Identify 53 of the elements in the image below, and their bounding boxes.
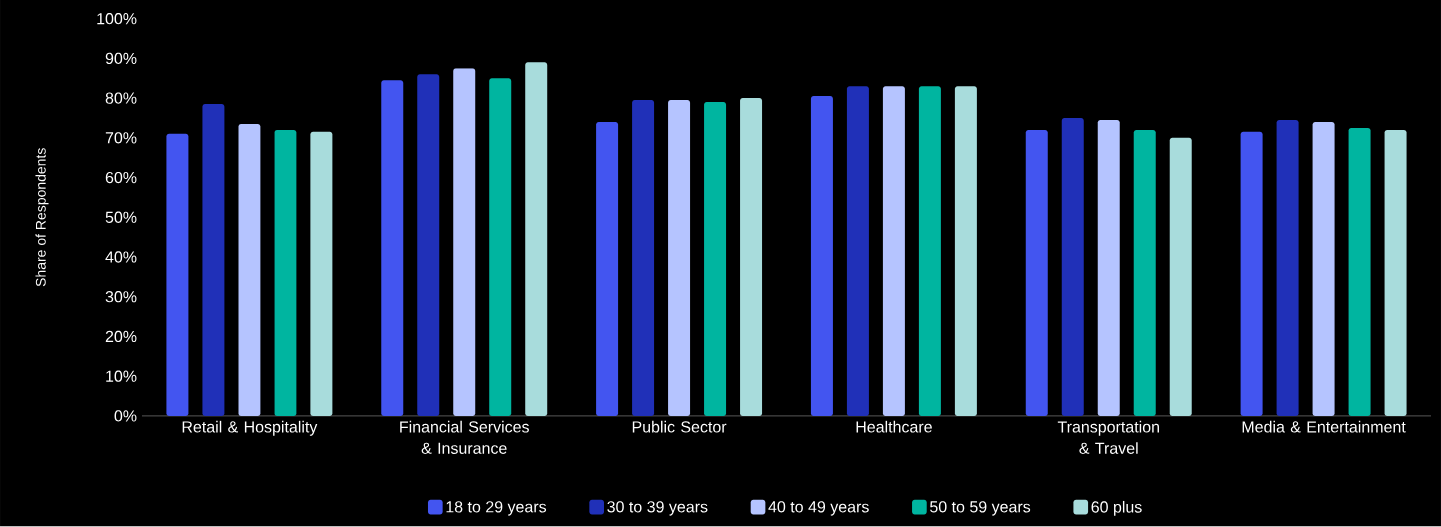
- bar: [918, 86, 941, 417]
- bar: [1348, 128, 1371, 417]
- bar: [1276, 120, 1299, 417]
- y-tick-label: 90%: [105, 52, 137, 65]
- bar: [238, 124, 261, 417]
- bar: [810, 96, 833, 417]
- bar: [882, 86, 905, 417]
- y-tick-label: 60%: [105, 172, 137, 184]
- legend-label: 30 to 39 years: [607, 501, 708, 516]
- bar: [1240, 132, 1263, 417]
- bar: [1312, 122, 1335, 417]
- bar: [1097, 120, 1120, 417]
- bar: [740, 98, 763, 417]
- bar: [704, 102, 727, 417]
- bar: [1133, 130, 1156, 417]
- y-tick-label: 0%: [114, 410, 137, 422]
- bar: [166, 134, 189, 417]
- legend-label: 60 plus: [1091, 501, 1142, 517]
- bar: [846, 86, 869, 417]
- bar: [453, 68, 476, 417]
- bar: [1169, 138, 1192, 417]
- bar: [954, 86, 977, 417]
- y-tick-label: 20%: [105, 331, 137, 343]
- bar: [202, 104, 225, 417]
- bar: [1061, 118, 1084, 417]
- bar: [310, 132, 333, 417]
- bar: [1384, 130, 1407, 417]
- x-tick-label: Retail & Hospitality: [182, 421, 318, 436]
- bar: [381, 80, 404, 417]
- bar: [274, 130, 297, 417]
- y-tick-label: 100%: [97, 13, 137, 25]
- bar: [632, 100, 655, 417]
- bar: [525, 62, 548, 417]
- bar: [1025, 130, 1048, 417]
- y-tick-label: 40%: [105, 251, 137, 263]
- legend-label: 50 to 59 years: [930, 501, 1031, 516]
- y-tick-label: 50%: [105, 211, 137, 224]
- x-tick-label: Healthcare: [856, 421, 932, 433]
- y-tick-label: 70%: [105, 132, 137, 144]
- bar: [596, 122, 619, 417]
- x-tick-label: Media & Entertainment: [1242, 421, 1406, 433]
- x-tick-label: Transportation & Travel: [1057, 421, 1159, 455]
- x-tick-label: Public Sector: [632, 421, 727, 433]
- y-tick-label: 10%: [106, 370, 137, 383]
- y-tick-label: 30%: [105, 291, 137, 303]
- y-tick-label: 80%: [105, 92, 137, 104]
- bar: [489, 78, 512, 417]
- bar: [668, 100, 691, 417]
- x-tick-label: Financial Services & Insurance: [400, 421, 529, 455]
- y-axis-title: Share of Respondents: [35, 148, 49, 287]
- bar: [417, 74, 440, 417]
- legend-label: 18 to 29 years: [446, 501, 547, 516]
- legend-label: 40 to 49 years: [768, 501, 869, 516]
